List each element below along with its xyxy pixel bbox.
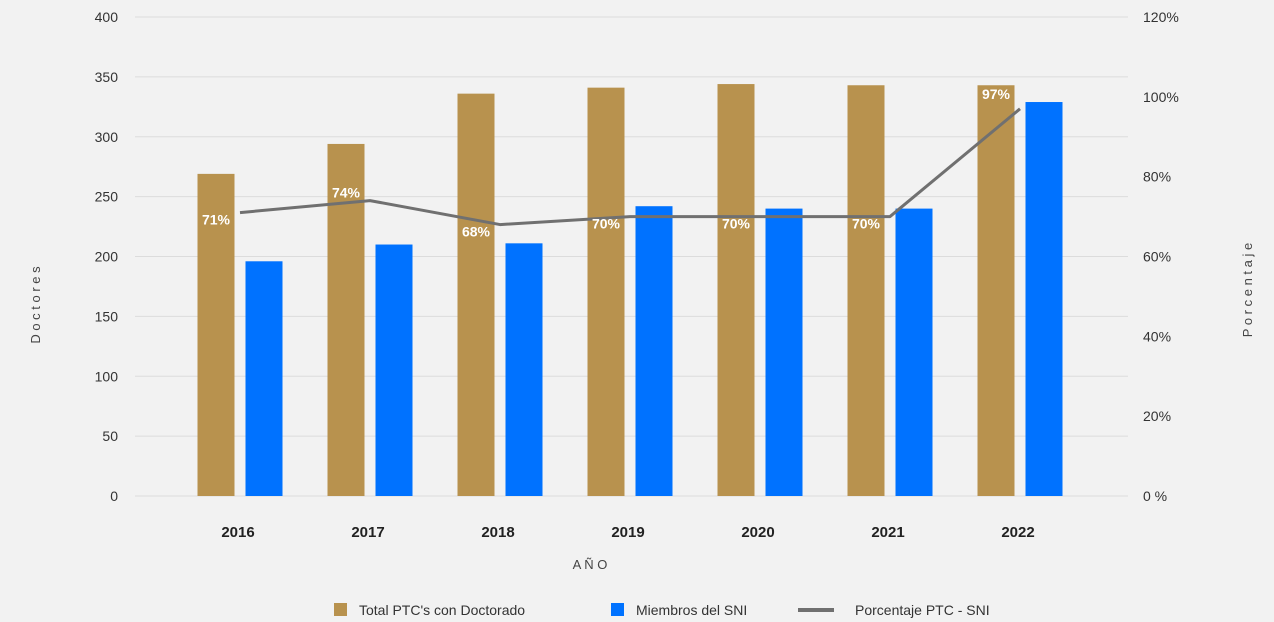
bar-total-ptc xyxy=(977,85,1015,496)
data-label: 70% xyxy=(722,216,751,232)
bar-total-ptc xyxy=(847,85,885,496)
right-tick-label: 40% xyxy=(1143,328,1171,344)
x-tick-label: 2019 xyxy=(611,524,644,541)
left-tick-label: 100 xyxy=(95,368,119,384)
bar-miembros-sni xyxy=(1025,102,1063,497)
left-axis-ticks: 0 50 100 150 200 250 300 350 400 xyxy=(95,9,119,504)
x-tick-label: 2017 xyxy=(351,524,384,541)
percentage-line xyxy=(239,107,1021,227)
bar-miembros-sni xyxy=(765,208,803,496)
legend-swatch xyxy=(611,603,624,616)
data-labels: 71% 74% 68% 70% 70% 70% 97% xyxy=(202,86,1011,240)
bar-miembros-sni xyxy=(245,261,283,496)
right-tick-label: 120% xyxy=(1143,9,1179,25)
left-tick-label: 50 xyxy=(102,428,118,444)
left-tick-label: 150 xyxy=(95,308,119,324)
bar-miembros-sni xyxy=(895,208,933,496)
data-label: 74% xyxy=(332,185,361,201)
bar-total-ptc xyxy=(197,173,235,496)
bar-miembros-sni xyxy=(375,244,413,496)
left-tick-label: 400 xyxy=(95,9,119,25)
x-tick-label: 2021 xyxy=(871,524,904,541)
x-axis-ticks: 2016 2017 2018 2019 2020 2021 2022 xyxy=(221,524,1034,541)
legend-swatch xyxy=(334,603,347,616)
bar-total-ptc xyxy=(587,87,625,496)
legend: Total PTC's con Doctorado Miembros del SN… xyxy=(334,602,990,618)
right-axis-label: P o r c e n t a j e xyxy=(1240,243,1255,337)
legend-swatch xyxy=(798,608,834,612)
right-tick-label: 0 % xyxy=(1143,488,1167,504)
left-tick-label: 250 xyxy=(95,189,119,205)
right-tick-label: 80% xyxy=(1143,169,1171,185)
legend-item: Porcentaje PTC - SNI xyxy=(798,602,990,618)
x-axis-label: A Ñ O xyxy=(573,557,608,572)
bar-total-ptc xyxy=(717,84,755,496)
right-tick-label: 20% xyxy=(1143,408,1171,424)
data-label: 70% xyxy=(852,216,881,232)
left-tick-label: 0 xyxy=(110,488,118,504)
legend-item: Miembros del SNI xyxy=(611,602,747,618)
right-axis-ticks: 0 % 20% 40% 60% 80% 100% 120% xyxy=(1143,9,1179,504)
bar-total-ptc xyxy=(457,93,495,496)
x-tick-label: 2022 xyxy=(1001,524,1034,541)
left-tick-label: 200 xyxy=(95,249,119,265)
data-label: 97% xyxy=(982,86,1011,102)
left-axis-label: D o c t o r e s xyxy=(28,266,43,344)
x-tick-label: 2016 xyxy=(221,524,254,541)
right-tick-label: 100% xyxy=(1143,89,1179,105)
bar-miembros-sni xyxy=(635,206,673,496)
left-tick-label: 300 xyxy=(95,129,119,145)
data-label: 70% xyxy=(592,216,621,232)
legend-label: Porcentaje PTC - SNI xyxy=(855,602,990,618)
x-tick-label: 2018 xyxy=(481,524,514,541)
data-label: 71% xyxy=(202,212,231,228)
left-tick-label: 350 xyxy=(95,69,119,85)
gridlines xyxy=(135,16,1128,497)
data-label: 68% xyxy=(462,224,491,240)
right-tick-label: 60% xyxy=(1143,249,1171,265)
x-tick-label: 2020 xyxy=(741,524,774,541)
bars xyxy=(197,84,1063,497)
legend-label: Miembros del SNI xyxy=(636,602,747,618)
bar-miembros-sni xyxy=(505,243,543,496)
legend-label: Total PTC's con Doctorado xyxy=(359,602,525,618)
legend-item: Total PTC's con Doctorado xyxy=(334,602,525,618)
